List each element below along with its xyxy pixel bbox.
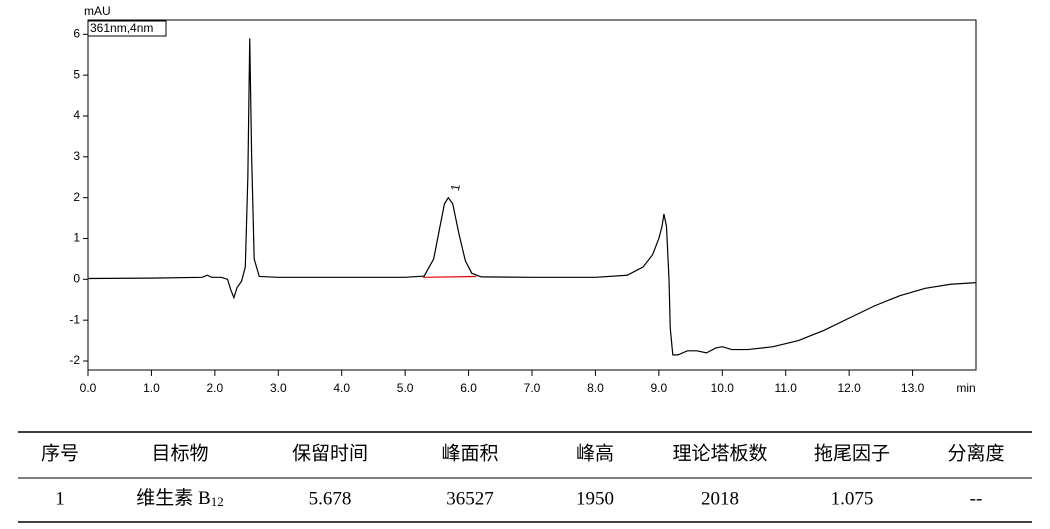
table-cell: -- [970, 488, 983, 509]
x-tick-label: 7.0 [524, 381, 541, 395]
x-tick-label: 9.0 [651, 381, 668, 395]
x-tick-label: 0.0 [80, 381, 97, 395]
x-tick-label: 4.0 [333, 381, 350, 395]
table-cell: 1 [55, 488, 65, 509]
table-cell: 1.075 [831, 488, 874, 509]
y-tick-label: 4 [73, 108, 80, 122]
x-tick-label: 6.0 [460, 381, 477, 395]
y-tick-label: 5 [73, 67, 80, 81]
y-tick-label: -1 [69, 312, 80, 326]
table-header: 峰面积 [441, 442, 498, 464]
y-axis-label: mAU [84, 4, 111, 18]
x-tick-label: 8.0 [587, 381, 604, 395]
table-header: 峰高 [576, 442, 614, 464]
table-cell: 维生素 B12 [136, 487, 223, 509]
x-axis-label: min [956, 381, 975, 395]
table-cell: 36527 [446, 488, 494, 509]
table-header: 分离度 [947, 442, 1004, 464]
peak-label: 1 [448, 183, 463, 192]
y-tick-label: 2 [73, 190, 80, 204]
y-tick-label: 3 [73, 149, 80, 163]
x-tick-label: 11.0 [774, 381, 797, 395]
plot-frame [87, 19, 977, 371]
x-tick-label: 10.0 [711, 381, 735, 395]
table-header: 拖尾因子 [814, 442, 890, 464]
baseline [422, 275, 477, 278]
table-header: 理论塔板数 [672, 442, 767, 464]
y-tick-label: 6 [73, 26, 80, 40]
chromatogram-line [87, 38, 977, 356]
table-header: 序号 [41, 442, 79, 464]
y-tick-label: 0 [73, 272, 80, 286]
x-tick-label: 12.0 [837, 381, 861, 395]
cell-text: 维生素 B [136, 487, 210, 509]
table-cell: 5.678 [309, 488, 352, 509]
table-header: 保留时间 [292, 442, 368, 464]
table-header: 目标物 [151, 442, 208, 464]
x-tick-label: 1.0 [143, 381, 160, 395]
x-tick-label: 5.0 [397, 381, 414, 395]
table-cell: 1950 [576, 488, 614, 509]
annotation: 361nm,4nm [90, 21, 153, 35]
x-tick-label: 2.0 [207, 381, 224, 395]
annotation-box [87, 20, 167, 37]
y-tick-label: 1 [73, 231, 80, 245]
table-cell: 2018 [701, 488, 739, 509]
x-tick-label: 3.0 [270, 381, 287, 395]
x-tick-label: 13.0 [901, 381, 925, 395]
cell-subscript: 12 [211, 494, 224, 509]
y-tick-label: -2 [69, 353, 80, 367]
